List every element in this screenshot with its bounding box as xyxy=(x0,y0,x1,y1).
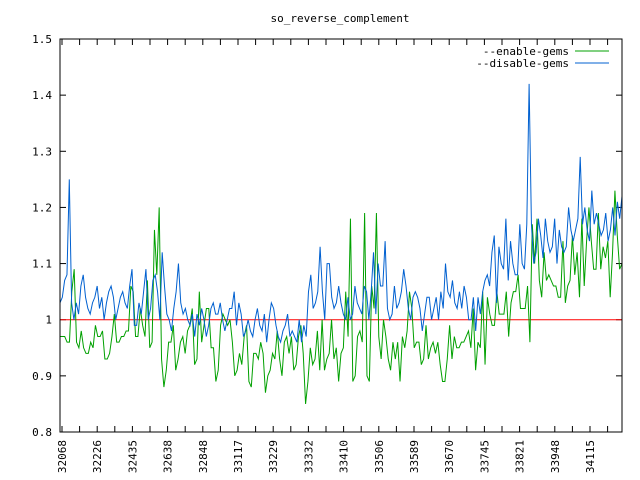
legend-label: --enable-gems xyxy=(483,45,569,58)
x-tick-label: 33589 xyxy=(408,440,421,473)
series-line-enable-gems xyxy=(60,190,623,404)
y-tick-label: 1.3 xyxy=(32,145,52,158)
x-tick-label: 32226 xyxy=(91,440,104,473)
plot-frame xyxy=(59,38,623,433)
chart-title: so_reverse_complement xyxy=(270,12,409,25)
x-tick-label: 33670 xyxy=(443,440,456,473)
y-tick-label: 1.2 xyxy=(32,201,52,214)
x-tick-label: 33821 xyxy=(514,440,527,473)
y-tick-label: 0.9 xyxy=(32,370,52,383)
series-layer xyxy=(59,83,623,404)
y-tick-label: 1.1 xyxy=(32,258,52,271)
x-tick-label: 33410 xyxy=(338,440,351,473)
x-tick-label: 34115 xyxy=(584,440,597,473)
x-tick-label: 32435 xyxy=(126,440,139,473)
x-tick-label: 33506 xyxy=(373,440,386,473)
series-line-disable-gems xyxy=(59,83,623,344)
x-tick-label: 33117 xyxy=(232,440,245,473)
x-tick-label: 32848 xyxy=(197,440,210,473)
y-tick-label: 0.8 xyxy=(32,426,52,439)
y-tick-label: 1 xyxy=(45,314,52,327)
legend-label: --disable-gems xyxy=(476,57,569,70)
x-tick-label: 33745 xyxy=(478,440,491,473)
x-axis: 32068 32226 32435 32638 32848 33117 33229 33332… xyxy=(56,39,609,473)
legend: --enable-gems--disable-gems xyxy=(476,45,609,70)
x-tick-label: 32638 xyxy=(162,440,175,473)
x-tick-label: 33229 xyxy=(267,440,280,473)
y-tick-label: 1.4 xyxy=(32,89,52,102)
x-tick-label: 33948 xyxy=(549,440,562,473)
x-tick-label: 32068 xyxy=(56,440,69,473)
x-tick-label: 33332 xyxy=(302,440,315,473)
y-tick-label: 1.5 xyxy=(32,33,52,46)
y-axis: 0.8 0.9 1 1.1 1.2 1.3 1.4 1.5 xyxy=(32,33,622,439)
